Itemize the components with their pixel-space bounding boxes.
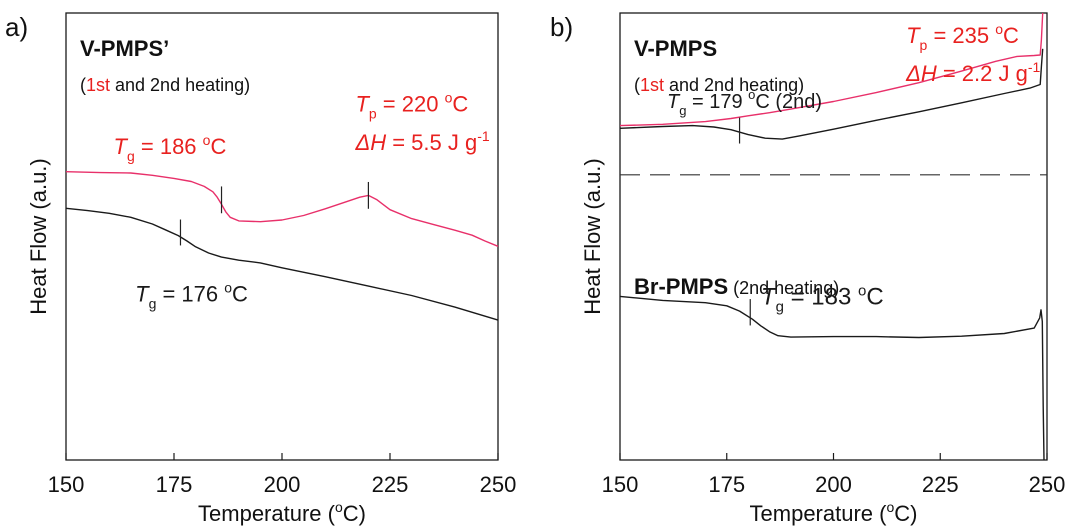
x-tick-label: 250 xyxy=(1029,472,1066,497)
series-line-0 xyxy=(65,171,499,247)
annotation: Tg = 176 oC xyxy=(135,279,248,311)
annotation: Tg = 179 oC (2nd) xyxy=(667,87,822,118)
annotation-part: g xyxy=(127,148,135,164)
annotation-part: -1 xyxy=(477,128,490,144)
annotation-part: o xyxy=(224,279,232,295)
second-title-text: Br-PMPS xyxy=(634,274,728,299)
x-axis-label-end: C) xyxy=(343,501,366,526)
annotation-part: g xyxy=(776,298,784,315)
annotation-part: p xyxy=(369,105,377,121)
annotation-part: = 183 xyxy=(784,283,858,310)
annotation-part: = 2.2 J g xyxy=(937,61,1028,86)
chart-subtitle: (1st and 2nd heating) xyxy=(634,75,804,95)
annotation: Tp = 235 oC xyxy=(906,21,1019,53)
x-axis-label: Temperature (oC) xyxy=(198,499,366,526)
annotation-part: = 176 xyxy=(156,281,224,306)
x-tick-label: 175 xyxy=(156,472,193,497)
chart-title: V-PMPS xyxy=(634,36,717,61)
x-axis-label-sup: o xyxy=(335,499,343,515)
subtitle-open: ( xyxy=(80,75,86,95)
annotation-part: o xyxy=(445,89,453,105)
x-tick-label: 200 xyxy=(815,472,852,497)
panel-label: a) xyxy=(5,12,28,42)
annotation-part: ΔH xyxy=(905,61,937,86)
annotation-part: T xyxy=(114,134,129,159)
annotation-part: o xyxy=(858,282,866,299)
y-axis-label: Heat Flow (a.u.) xyxy=(26,158,51,315)
annotation-part: T xyxy=(667,91,681,113)
chart-subtitle: (1st and 2nd heating) xyxy=(80,75,250,95)
annotation-part: C xyxy=(210,134,226,159)
annotation-part: C xyxy=(1003,23,1019,48)
x-tick-label: 225 xyxy=(922,472,959,497)
annotation-part: C xyxy=(866,283,883,310)
annotation-part: C xyxy=(232,281,248,306)
annotation-part: = 220 xyxy=(377,91,445,116)
annotation-part: g xyxy=(149,295,157,311)
x-axis-label-text: Temperature ( xyxy=(198,501,336,526)
annotation: Tg = 186 oC xyxy=(114,132,227,164)
y-axis-label: Heat Flow (a.u.) xyxy=(580,158,605,315)
series-line-1 xyxy=(65,207,499,321)
annotation: Tp = 220 oC xyxy=(355,89,468,121)
x-tick-label: 250 xyxy=(480,472,517,497)
annotation-part: p xyxy=(920,37,928,53)
annotation-part: C xyxy=(452,91,468,116)
annotation-part: T xyxy=(761,283,778,310)
subtitle-first-heating: 1st xyxy=(640,75,664,95)
annotation-part: T xyxy=(355,91,370,116)
subtitle-rest: and 2nd heating) xyxy=(664,75,804,95)
series-line-0 xyxy=(619,12,1044,127)
annotation: ΔH = 2.2 J g-1 xyxy=(905,59,1040,86)
series-line-2 xyxy=(619,295,1045,461)
annotation-part: o xyxy=(203,132,211,148)
annotation-part: = 235 xyxy=(927,23,995,48)
subtitle-open: ( xyxy=(634,75,640,95)
x-tick-label: 150 xyxy=(48,472,85,497)
x-tick-label: 175 xyxy=(708,472,745,497)
annotation-part: = 179 xyxy=(686,91,748,113)
annotation-part: g xyxy=(679,103,686,118)
x-axis-label: Temperature (oC) xyxy=(750,499,918,526)
x-tick-label: 225 xyxy=(372,472,409,497)
x-axis-label-text: Temperature ( xyxy=(750,501,888,526)
annotation: Tg = 183 oC xyxy=(761,282,884,315)
second-title-subtitle: (2nd heating) xyxy=(728,278,839,298)
x-axis-label-sup: o xyxy=(886,499,894,515)
annotation-part: T xyxy=(135,281,150,306)
annotation-part: ΔH xyxy=(354,130,386,155)
second-chart-title: Br-PMPS (2nd heating) xyxy=(634,274,839,299)
annotation-part: o xyxy=(748,87,755,102)
annotation-part: = 186 xyxy=(135,134,203,159)
panel-label: b) xyxy=(550,12,573,42)
x-tick-label: 200 xyxy=(264,472,301,497)
annotation-part: C (2nd) xyxy=(755,91,822,113)
annotation-part: -1 xyxy=(1028,59,1041,75)
subtitle-first-heating: 1st xyxy=(86,75,110,95)
annotation-part: o xyxy=(995,21,1003,37)
annotation-part: = 5.5 J g xyxy=(386,130,477,155)
x-tick-label: 150 xyxy=(602,472,639,497)
series-line-1 xyxy=(619,48,1044,140)
x-axis-label-end: C) xyxy=(894,501,917,526)
subtitle-rest: and 2nd heating) xyxy=(110,75,250,95)
annotation-part: T xyxy=(906,23,921,48)
annotation: ΔH = 5.5 J g-1 xyxy=(354,128,489,155)
chart-title: V-PMPS’ xyxy=(80,36,169,61)
